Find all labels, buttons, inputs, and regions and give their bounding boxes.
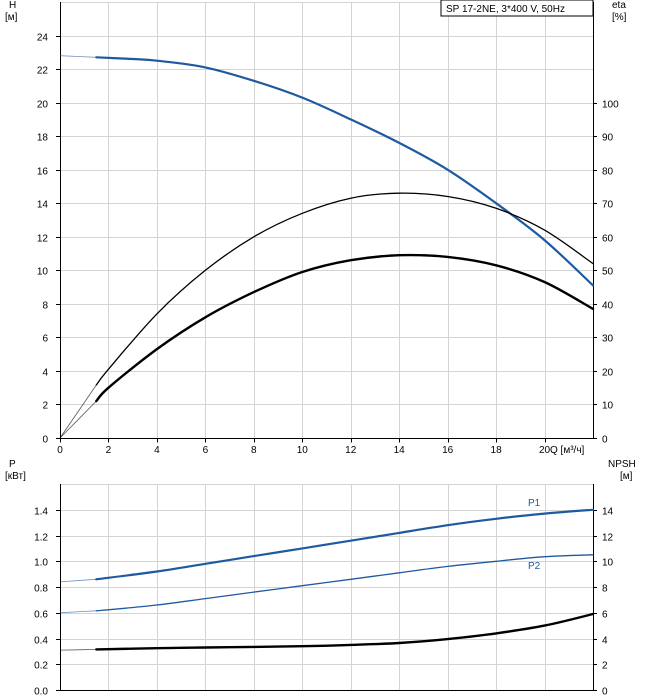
left-tick-label: 0.4 — [34, 636, 48, 647]
power-axis-unit: [кВт] — [5, 471, 26, 482]
left-tick-label: 6 — [42, 334, 48, 345]
x-tick-label: 18 — [491, 445, 503, 456]
x-tick-label: 14 — [394, 445, 406, 456]
right-tick-label: 20 — [602, 368, 614, 379]
flow-axis-title: Q [м³/ч] — [550, 445, 585, 456]
left-tick-label: 18 — [37, 133, 49, 144]
right-tick-label: 40 — [602, 301, 614, 312]
right-tick-label: 80 — [602, 167, 614, 178]
left-tick-label: 0 — [42, 435, 48, 446]
power-axis-title: P — [9, 459, 16, 470]
series-extension-line — [59, 649, 97, 651]
left-tick-label: 0.8 — [34, 584, 48, 595]
right-tick-label: 90 — [602, 133, 614, 144]
right-tick-label: 100 — [602, 100, 619, 111]
series-line-2 — [95, 253, 595, 403]
left-tick-label: 8 — [42, 301, 48, 312]
series-extension-line — [59, 578, 97, 583]
title-box — [440, 0, 594, 17]
series-extension-line — [59, 384, 97, 439]
left-tick-label: 1.0 — [34, 558, 48, 569]
series-line-1 — [95, 192, 594, 386]
right-tick-label: 10 — [602, 558, 614, 569]
right-tick-label: 2 — [602, 661, 608, 672]
series-line-p1 — [95, 508, 595, 581]
bottom-series — [59, 508, 595, 651]
x-tick-label: 10 — [297, 445, 309, 456]
left-tick-label: 0.0 — [34, 687, 48, 698]
left-tick-label: 1.4 — [34, 507, 48, 518]
npsh-axis-title: NPSH — [608, 459, 636, 470]
left-tick-label: 10 — [37, 267, 49, 278]
left-tick-label: 20 — [37, 100, 49, 111]
series-label-p1: P1 — [528, 498, 541, 509]
right-tick-label: 14 — [602, 507, 614, 518]
bottom-panel: 0.0 0.2 0.4 0.6 0.8 1.0 1.2 1.4 0 2 4 6 8 10 12 14 P [к… — [5, 459, 636, 698]
top-grid — [60, 2, 594, 439]
right-tick-label: 8 — [602, 584, 608, 595]
series-line-0 — [95, 56, 595, 287]
left-tick-label: 0.6 — [34, 610, 48, 621]
right-tick-label: 12 — [602, 533, 614, 544]
series-line-2 — [95, 612, 595, 651]
left-tick-label: 2 — [42, 401, 48, 412]
right-tick-label: 10 — [602, 401, 614, 412]
bottom-axes — [56, 484, 597, 691]
left-tick-label: 22 — [37, 66, 49, 77]
x-tick-label: 4 — [154, 445, 160, 456]
series-extension-line — [59, 610, 97, 614]
left-tick-label: 14 — [37, 200, 49, 211]
x-tick-label: 12 — [345, 445, 357, 456]
right-tick-label: 4 — [602, 636, 608, 647]
series-label-p2: P2 — [528, 561, 541, 572]
left-tick-label: 12 — [37, 234, 49, 245]
left-tick-label: 1.2 — [34, 533, 48, 544]
bottom-tick-labels: 0.0 0.2 0.4 0.6 0.8 1.0 1.2 1.4 0 2 4 6 8 10 12 14 — [34, 507, 613, 698]
right-tick-label: 30 — [602, 334, 614, 345]
x-tick-label: 2 — [106, 445, 112, 456]
top-axes — [56, 2, 597, 443]
right-tick-label: 70 — [602, 200, 614, 211]
right-tick-label: 0 — [602, 435, 608, 446]
x-tick-label: 6 — [203, 445, 209, 456]
chart-title: SP 17-2NE, 3*400 V, 50Hz — [446, 4, 565, 15]
series-line-p2 — [95, 554, 594, 612]
top-tick-labels: 0246810121416182022240102030405060708090… — [37, 33, 619, 457]
x-tick-label: 20 — [539, 445, 551, 456]
head-axis-unit: [м] — [5, 12, 18, 23]
bottom-grid — [60, 484, 594, 691]
right-tick-label: 0 — [602, 687, 608, 698]
x-tick-label: 0 — [57, 445, 63, 456]
left-tick-label: 16 — [37, 167, 49, 178]
left-tick-label: 0.2 — [34, 661, 48, 672]
left-tick-label: 4 — [42, 368, 48, 379]
eta-axis-unit: [%] — [612, 12, 627, 23]
top-panel: 0246810121416182022240102030405060708090… — [5, 0, 627, 456]
right-tick-label: 6 — [602, 610, 608, 621]
series-extension-line — [59, 55, 97, 58]
head-axis-title: H — [9, 0, 16, 11]
right-tick-label: 50 — [602, 267, 614, 278]
x-tick-label: 8 — [251, 445, 257, 456]
x-tick-label: 16 — [442, 445, 454, 456]
npsh-axis-unit: [м] — [620, 471, 633, 482]
left-tick-label: 24 — [37, 33, 49, 44]
eta-axis-title: eta — [612, 0, 626, 11]
series-extension-line — [59, 400, 97, 439]
top-series — [59, 55, 595, 439]
right-tick-label: 60 — [602, 234, 614, 245]
